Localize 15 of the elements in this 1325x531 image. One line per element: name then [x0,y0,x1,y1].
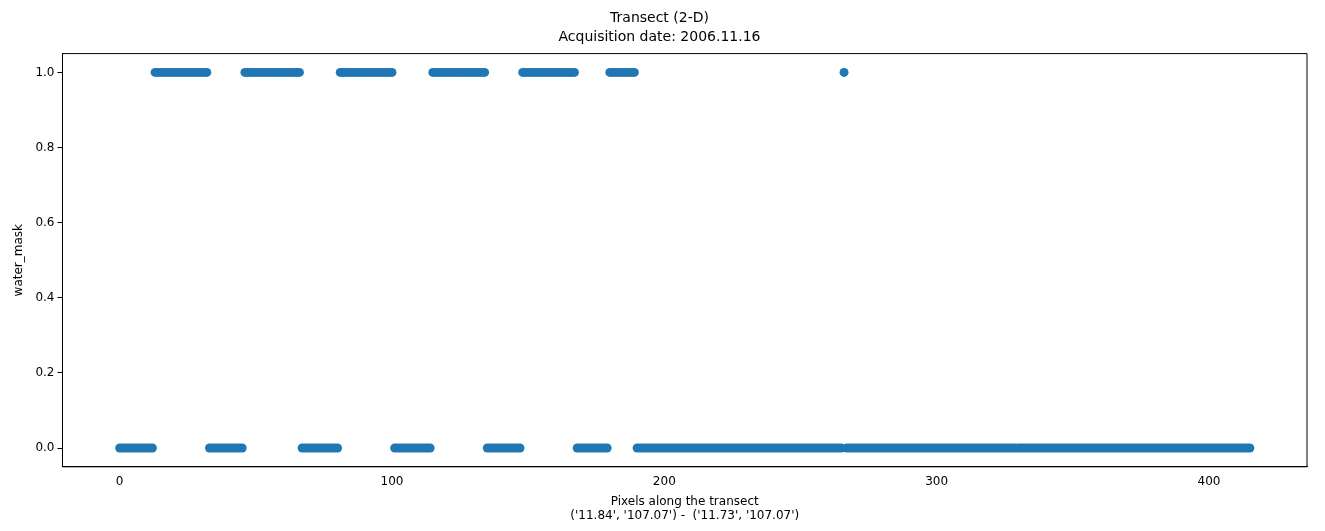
x-tick-label: 200 [652,474,676,489]
x-tick-label: 300 [925,474,949,489]
y-tick-label: 1.0 [35,64,55,79]
x-tick-label: 400 [1197,474,1221,489]
y-tick-label: 0.2 [35,365,55,380]
x-axis-title: Pixels along the transect ('11.84', '107.07') - ('11.73', '107.07') [570,493,800,522]
x-tick-label: 100 [380,474,404,489]
y-axis-title: water_mask [11,223,26,297]
y-tick-label: 0.4 [35,289,55,304]
y-tick-label: 0.6 [35,214,55,229]
y-tick-label: 0.8 [35,139,55,154]
chart-subtitle: Acquisition date: 2006.11.16 [558,27,761,44]
x-tick-label: 0 [115,474,124,489]
chart-title: Transect (2-D) [609,9,709,26]
y-tick-label: 0.0 [35,440,55,455]
